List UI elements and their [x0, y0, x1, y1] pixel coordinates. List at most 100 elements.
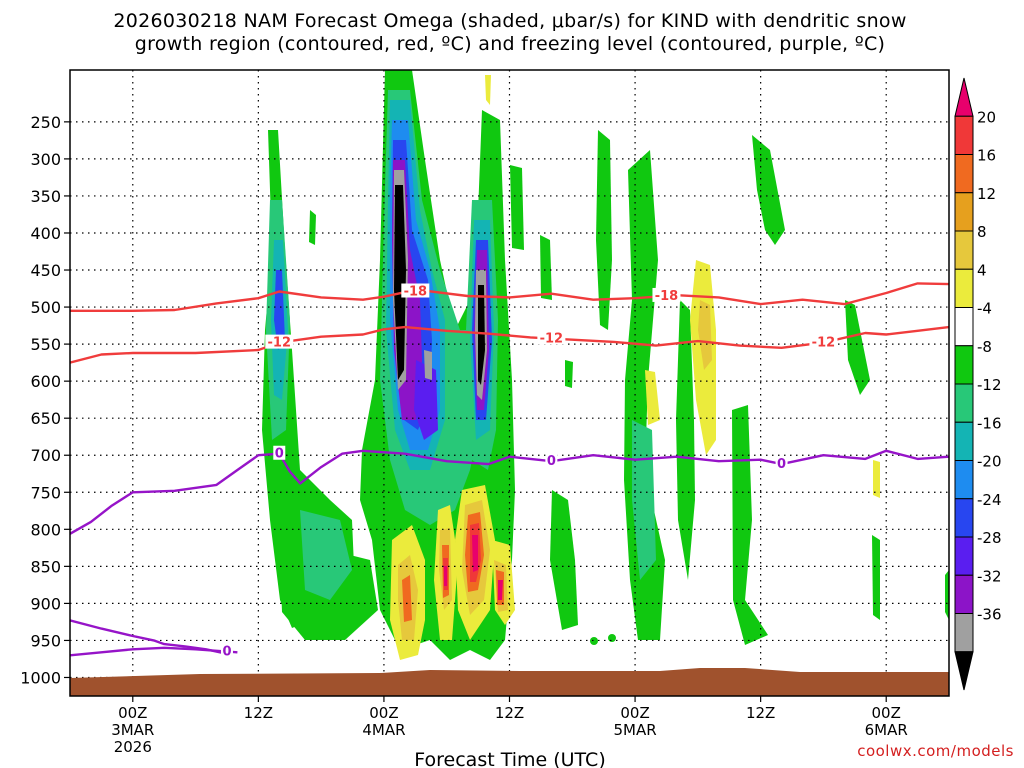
colorbar-swatch — [954, 230, 974, 270]
y-tick-label: 1000 — [20, 668, 61, 687]
chart-title-line1: 2026030218 NAM Forecast Omega (shaded, μ… — [113, 10, 906, 32]
y-tick-label: 350 — [30, 187, 61, 206]
omega-region — [478, 285, 485, 385]
omega-region — [309, 210, 316, 245]
omega-region — [540, 235, 552, 300]
colorbar-swatch — [954, 307, 974, 347]
contour-label: -18 — [404, 285, 428, 300]
omega-region — [402, 575, 412, 622]
colorbar-swatch — [954, 498, 974, 538]
y-tick-label: 750 — [30, 483, 61, 502]
contour-label-bg — [265, 334, 294, 349]
colorbar-label: 12 — [977, 185, 996, 203]
x-tick-label: 00Z — [369, 704, 398, 722]
colorbar-label: -24 — [977, 491, 1002, 509]
y-tick-label: 800 — [30, 520, 61, 539]
omega-region — [498, 580, 503, 600]
contour-label: -18 — [655, 289, 679, 304]
omega-region — [300, 510, 352, 600]
grid — [70, 70, 949, 696]
chart-title-line2: growth region (contoured, red, ºC) and f… — [135, 33, 886, 55]
x-tick-label: 00Z — [620, 704, 649, 722]
contour-label: -12 — [268, 336, 292, 351]
omega-region — [485, 75, 491, 105]
x-tick-day-label: 3MAR — [111, 721, 154, 739]
x-tick-year-label: 2026 — [114, 738, 152, 756]
y-tick-label: 300 — [30, 150, 61, 169]
contour-line — [70, 282, 949, 312]
omega-region — [394, 185, 406, 380]
colorbar-label: 20 — [977, 108, 996, 126]
colorbar-swatch — [954, 115, 974, 155]
colorbar-label: -36 — [977, 606, 1002, 624]
contour-label-bg — [652, 287, 681, 302]
omega-region — [472, 535, 478, 572]
y-tick-label: 850 — [30, 557, 61, 576]
contour-line — [70, 449, 949, 535]
x-tick-day-label: 6MAR — [865, 721, 908, 739]
y-tick-label: 400 — [30, 224, 61, 243]
y-axis: 250 300 350 400 450 500 550 600 650 700 750 800 850 9… — [20, 113, 70, 687]
contour-label-bg — [537, 330, 566, 345]
y-tick-label: 700 — [30, 446, 61, 465]
y-tick-label: 950 — [30, 631, 61, 650]
y-tick-label: 500 — [30, 298, 61, 317]
colorbar-label: -16 — [977, 414, 1002, 432]
y-tick-label: 900 — [30, 594, 61, 613]
y-tick-label: 600 — [30, 372, 61, 391]
contours: -18 -18 -12 -12 -12 0 0 0 0 — [70, 282, 949, 660]
colorbar-swatch — [954, 613, 974, 653]
contour-label: -12 — [540, 332, 564, 347]
omega-region — [945, 570, 949, 620]
contour-line — [70, 619, 228, 655]
omega-region — [510, 165, 524, 250]
contour-label-bg — [273, 445, 286, 460]
contour-label: 0 — [275, 447, 284, 462]
colorbar-swatch — [954, 421, 974, 461]
contour-label-bg — [401, 283, 430, 298]
x-tick-label: 12Z — [495, 704, 524, 722]
colorbar-swatch — [954, 192, 974, 232]
colorbar-label: -32 — [977, 567, 1002, 585]
contour-label-bg — [545, 453, 558, 468]
x-tick-label: 12Z — [244, 704, 273, 722]
omega-region — [608, 634, 616, 642]
ground — [70, 668, 949, 696]
colorbar-cap-top — [954, 77, 974, 117]
omega-region — [645, 370, 660, 425]
colorbar-swatch — [954, 574, 974, 614]
colorbar-swatch — [954, 154, 974, 194]
contour-label: 0 — [547, 454, 556, 469]
y-tick-label: 450 — [30, 261, 61, 280]
omega-region — [698, 300, 712, 370]
omega-region — [444, 566, 447, 586]
colorbar: 20 16 12 8 4 -4 -8 -12 -16 -20 -24 -28 -32 -36 — [954, 77, 1002, 691]
omega-region — [550, 490, 578, 630]
colorbar-label: -28 — [977, 529, 1002, 547]
omega-region — [873, 460, 880, 498]
colorbar-label: 8 — [977, 223, 987, 241]
colorbar-swatch — [954, 536, 974, 576]
omega-region — [676, 300, 695, 580]
omega-region — [565, 360, 573, 388]
contour-label-bg — [809, 334, 838, 349]
contour-label: -12 — [812, 336, 836, 351]
colorbar-label: 16 — [977, 147, 996, 165]
colorbar-label: -20 — [977, 453, 1002, 471]
colorbar-label: -12 — [977, 376, 1002, 394]
contour-label: 0 — [777, 457, 786, 472]
credit-text: coolwx.com/models — [857, 742, 1014, 760]
omega-region — [872, 535, 880, 620]
colorbar-swatch — [954, 268, 974, 308]
omega-region — [732, 405, 768, 645]
contour-label-bg — [775, 456, 788, 471]
omega-region — [752, 135, 785, 245]
x-tick-label: 12Z — [746, 704, 775, 722]
colorbar-label: -8 — [977, 338, 992, 356]
omega-region — [274, 270, 285, 350]
colorbar-swatch — [954, 383, 974, 423]
contour-label-bg — [220, 643, 233, 658]
omega-region — [590, 637, 598, 645]
omega-region — [424, 350, 432, 380]
